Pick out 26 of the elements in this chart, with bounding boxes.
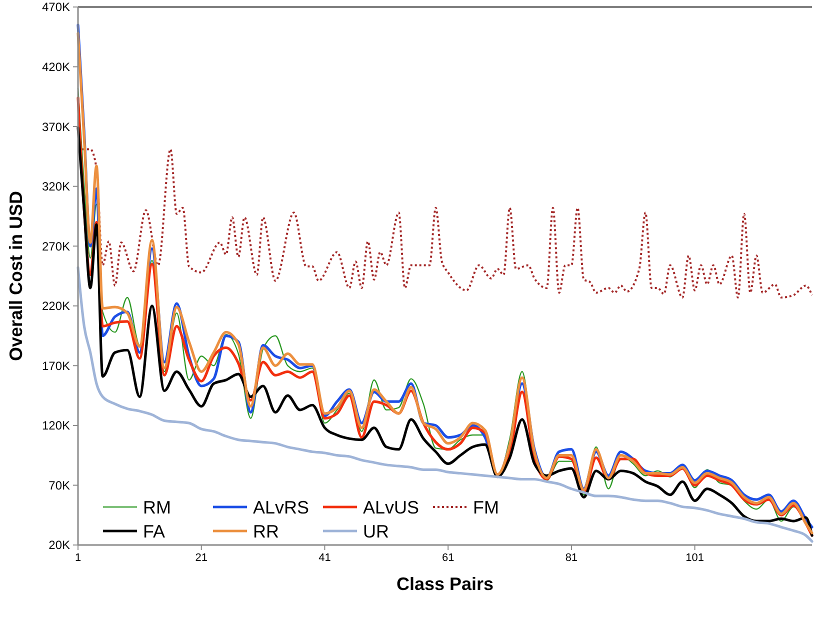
legend-label: FA <box>143 521 166 542</box>
legend-label: ALvRS <box>253 497 310 518</box>
x-tick-label: 1 <box>74 552 82 564</box>
y-tick-label: 170K <box>42 358 70 373</box>
y-tick-label: 120K <box>42 418 70 433</box>
x-tick-label: 101 <box>686 552 704 564</box>
x-tick-label: 41 <box>318 552 331 564</box>
y-tick-label: 420K <box>42 60 70 74</box>
legend-label: UR <box>363 521 389 542</box>
y-tick-label: 320K <box>42 180 70 194</box>
legend-label: ALvUS <box>363 497 420 518</box>
y-tick-label: 470K <box>42 0 70 14</box>
x-tick-label: 61 <box>442 552 454 564</box>
legend-label: RR <box>253 521 279 542</box>
y-axis-title: Overall Cost in USD <box>6 190 26 362</box>
legend-label: FM <box>473 497 499 518</box>
legend-label: RM <box>143 497 171 518</box>
y-tick-label: 20K <box>48 538 70 552</box>
y-tick-label: 220K <box>42 299 70 314</box>
x-tick-label: 21 <box>195 552 208 564</box>
y-tick-label: 370K <box>42 120 70 134</box>
y-tick-label: 70K <box>48 478 70 492</box>
line-series <box>76 266 814 543</box>
x-axis-title: Class Pairs <box>396 574 494 594</box>
x-tick-label: 81 <box>565 552 578 564</box>
y-tick-label: 270K <box>42 239 70 254</box>
